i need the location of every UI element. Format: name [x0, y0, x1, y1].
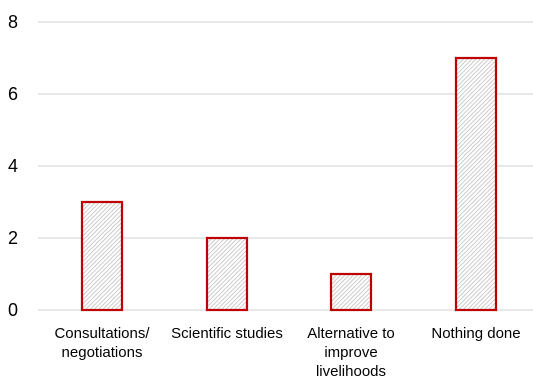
bar-2	[329, 272, 373, 312]
x-category-label-line: negotiations	[62, 344, 143, 361]
bar-3	[454, 56, 498, 312]
x-category-label-line: Nothing done	[431, 325, 520, 342]
y-tick-label: 2	[8, 228, 18, 248]
y-tick-label: 6	[8, 84, 18, 104]
x-category-label-line: Scientific studies	[171, 325, 283, 342]
x-category-label-line: Consultations/	[54, 325, 150, 342]
x-category-label: Alternative to improve livelihoods	[307, 325, 395, 380]
x-category-label: Scientific studies	[171, 325, 283, 342]
y-tick-label: 0	[8, 300, 18, 320]
x-category-label: Nothing done	[431, 325, 520, 342]
x-axis-category-labels: Consultations/negotiations Scientific stu…	[54, 325, 520, 380]
x-category-label: Consultations/negotiations	[54, 325, 150, 361]
x-category-label-line: Alternative to	[307, 325, 395, 342]
y-tick-label: 4	[8, 156, 18, 176]
bar-1	[205, 236, 249, 312]
bars	[80, 56, 498, 312]
bar-0	[80, 200, 124, 312]
y-tick-label: 8	[8, 12, 18, 32]
y-axis-tick-labels: 0 2 4 6 8	[8, 12, 18, 320]
x-category-label-line: livelihoods	[316, 363, 386, 380]
x-category-label-line: improve	[324, 344, 377, 361]
